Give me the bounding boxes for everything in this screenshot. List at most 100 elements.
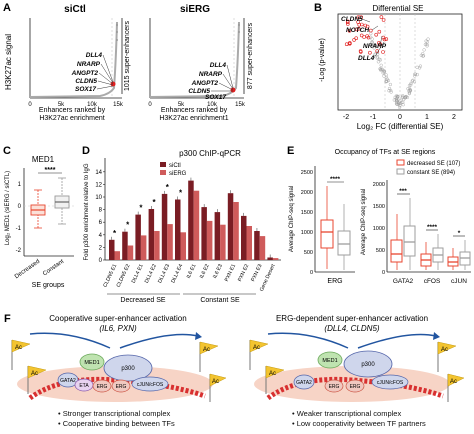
legend-label: decreased SE (107) (407, 161, 460, 167)
bar-sictl (201, 207, 207, 260)
volcano-point-significant (356, 26, 361, 31)
volcano-point (410, 79, 414, 83)
panel-d-significance: * (113, 229, 117, 238)
volcano-point (413, 72, 417, 76)
gene-label: SOX17 (205, 94, 226, 101)
panel-a-right-xtick: 0 (148, 102, 152, 108)
volcano-point (422, 48, 426, 52)
bar-sictl (148, 209, 155, 260)
gene-label: ANGPT2 (191, 80, 219, 87)
panel-e-left-ylabel: Average ChIP-seq signal (289, 186, 295, 252)
flag-icon: Ac (437, 341, 457, 372)
panel-d-legend: siCtl siERG (160, 162, 187, 177)
volcano-point (387, 89, 391, 93)
panel-c-xlabel: SE groups (32, 282, 65, 289)
volcano-point (423, 42, 427, 47)
legend-label: siERG (169, 171, 187, 177)
panel-d-ytick: 10 (95, 195, 102, 201)
significance: * (458, 230, 461, 237)
flag-label: Ac (15, 345, 22, 351)
protein-label: ERG (329, 384, 340, 390)
bar-sictl (227, 193, 234, 260)
panel-a-left-xtick: 5k (58, 102, 65, 108)
significance: **** (427, 224, 438, 231)
panel-d-ytick: 8 (99, 208, 103, 214)
flag-label: Ac (203, 347, 210, 353)
flag-icon: Ac (209, 373, 227, 402)
volcano-point-significant (384, 37, 389, 41)
bullet-item: • Weaker transcriptional complex (292, 409, 402, 418)
flag-label: Ac (441, 347, 448, 353)
volcano-point-significant (347, 41, 352, 45)
volcano-point (382, 74, 386, 78)
bar-sierg (233, 202, 239, 260)
volcano-point (392, 98, 396, 102)
volcano-point (369, 31, 373, 36)
volcano-point (384, 79, 388, 83)
gene-label: ANGPT2 (71, 70, 99, 77)
ytick: 0 (382, 270, 385, 276)
volcano-point-significant (359, 15, 364, 20)
panel-c-ytick: 1 (18, 182, 22, 188)
panel-c-significance: **** (45, 167, 56, 174)
bar-sictl (241, 215, 247, 260)
panel-a-right-title: siERG (180, 4, 210, 15)
panel-f-right-subtitle: (DLL4, CLDN5) (324, 324, 379, 333)
ytick: 1500 (301, 210, 313, 216)
volcano-point (396, 94, 400, 99)
volcano-point-significant (381, 50, 385, 54)
panel-e: E Occupancy of TFs at SE regions decreas… (285, 144, 474, 304)
bullet-item: • Cooperative binding between TFs (58, 419, 175, 428)
flag-icon: Ac (199, 341, 219, 372)
volcano-point (400, 95, 404, 99)
bar-sierg (114, 251, 120, 260)
volcano-point (370, 40, 374, 44)
volcano-point (401, 103, 405, 107)
volcano-point (381, 71, 385, 75)
panel-b-xlabel: Log₂ FC (differential SE) (357, 122, 444, 131)
panel-d-title: p300 ChIP-qPCR (179, 149, 241, 158)
flag-icon: Ac (11, 339, 31, 370)
volcano-point-significant (377, 29, 382, 34)
flag-label: Ac (253, 345, 260, 351)
volcano-point (396, 102, 400, 106)
volcano-point (394, 102, 399, 106)
bar-sierg (259, 236, 266, 260)
panel-d-ytick: 14 (95, 170, 102, 176)
volcano-point-significant (369, 28, 373, 33)
panel-d-ytick: 12 (95, 182, 102, 188)
bar-sierg (140, 235, 147, 260)
legend-label: constant SE (894) (407, 170, 455, 176)
volcano-point (426, 37, 430, 41)
panel-d-significance: * (166, 183, 170, 192)
volcano-point-significant (347, 28, 352, 33)
panel-b-xtick: -2 (343, 114, 349, 121)
panel-a-right-xtick: 15k (235, 102, 246, 108)
panel-e-label: E (287, 145, 294, 157)
volcano-point (405, 95, 409, 99)
category-label: cFOS (424, 278, 441, 285)
panel-d-label: D (82, 145, 90, 157)
panel-c-category: Decreased (14, 259, 41, 281)
bar-sierg (246, 226, 252, 260)
volcano-point (388, 82, 392, 87)
protein-label: MED1 (322, 358, 337, 364)
panel-b-ylabel: -Log (p-value) (319, 38, 326, 82)
panel-d-ytick: 6 (99, 220, 103, 226)
panel-b-xtick: 0 (398, 114, 402, 121)
p300-bars (109, 177, 279, 260)
flag-icon: Ac (249, 339, 269, 370)
panel-d-significance: * (126, 221, 130, 230)
panel-a-left-title: siCtl (64, 4, 86, 15)
panel-e-legend: decreased SE (107) constant SE (894) (396, 159, 460, 176)
protein-label: GATA2 (60, 378, 76, 384)
volcano-point (408, 88, 413, 92)
bar-sictl (135, 214, 141, 260)
bullet-item: • Low cooperativity between TF partners (292, 419, 426, 428)
panel-d-significance: * (139, 204, 143, 213)
volcano-point (415, 72, 419, 77)
panel-e-title: Occupancy of TFs at SE regions (335, 149, 436, 156)
panel-d-category: CLDN5 E2 (116, 263, 132, 288)
panel-a-right-xlabel: H3K27ac enrichment1 (159, 115, 228, 122)
bar-sierg (154, 231, 160, 260)
